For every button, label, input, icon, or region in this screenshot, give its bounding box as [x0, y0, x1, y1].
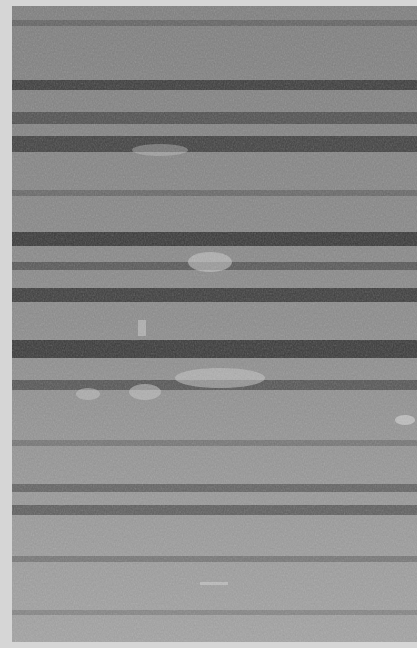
- noise: [12, 6, 417, 642]
- image: [0, 0, 417, 648]
- page: {}: [0, 0, 417, 648]
